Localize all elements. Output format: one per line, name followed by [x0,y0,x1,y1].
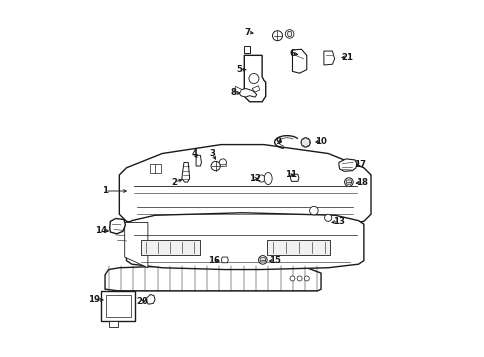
Polygon shape [323,51,334,65]
Polygon shape [108,321,117,327]
Polygon shape [252,86,259,92]
Polygon shape [155,164,161,173]
Circle shape [289,276,294,281]
Polygon shape [290,174,298,181]
Polygon shape [292,49,306,73]
Polygon shape [182,162,189,182]
Polygon shape [345,180,351,184]
Text: 4: 4 [191,149,197,158]
Circle shape [272,31,282,41]
Circle shape [297,276,302,281]
Polygon shape [244,55,265,102]
Circle shape [258,256,267,264]
Circle shape [211,161,220,171]
Polygon shape [267,240,329,255]
Polygon shape [196,155,201,166]
Text: 3: 3 [209,149,215,158]
Polygon shape [119,145,370,236]
Text: 11: 11 [284,170,296,180]
Circle shape [303,276,309,281]
Circle shape [285,30,293,38]
Circle shape [257,175,264,182]
Circle shape [324,214,331,221]
Polygon shape [101,291,135,321]
Text: 10: 10 [315,136,326,146]
Circle shape [301,138,310,147]
Text: 19: 19 [88,295,100,305]
Circle shape [248,74,258,84]
Polygon shape [150,164,156,173]
Polygon shape [301,138,309,147]
Polygon shape [106,295,131,317]
Text: 9: 9 [274,136,281,146]
Text: 1: 1 [102,186,108,196]
Text: 5: 5 [236,65,242,74]
Polygon shape [287,31,291,36]
Text: 15: 15 [268,256,280,265]
Polygon shape [259,258,265,262]
Polygon shape [239,89,256,97]
Polygon shape [234,86,241,93]
Polygon shape [109,218,125,234]
Text: 2: 2 [171,177,177,187]
Circle shape [309,206,318,215]
Polygon shape [126,213,363,270]
Text: 20: 20 [136,297,148,306]
Circle shape [219,159,226,166]
Text: 12: 12 [248,174,260,183]
Text: 13: 13 [332,217,344,226]
Polygon shape [244,46,250,53]
Polygon shape [140,240,199,255]
Polygon shape [145,295,155,304]
Polygon shape [221,257,228,263]
Polygon shape [105,264,320,291]
Text: 7: 7 [244,27,250,37]
Text: 21: 21 [341,52,353,62]
Polygon shape [219,164,226,166]
Text: 14: 14 [95,226,107,235]
Ellipse shape [264,172,272,185]
Text: 16: 16 [208,256,219,265]
Circle shape [344,178,352,186]
Text: 8: 8 [230,88,236,97]
Polygon shape [124,222,148,268]
Text: 17: 17 [353,160,365,169]
Polygon shape [338,159,356,171]
Text: 6: 6 [289,49,295,58]
Text: 18: 18 [355,177,367,187]
